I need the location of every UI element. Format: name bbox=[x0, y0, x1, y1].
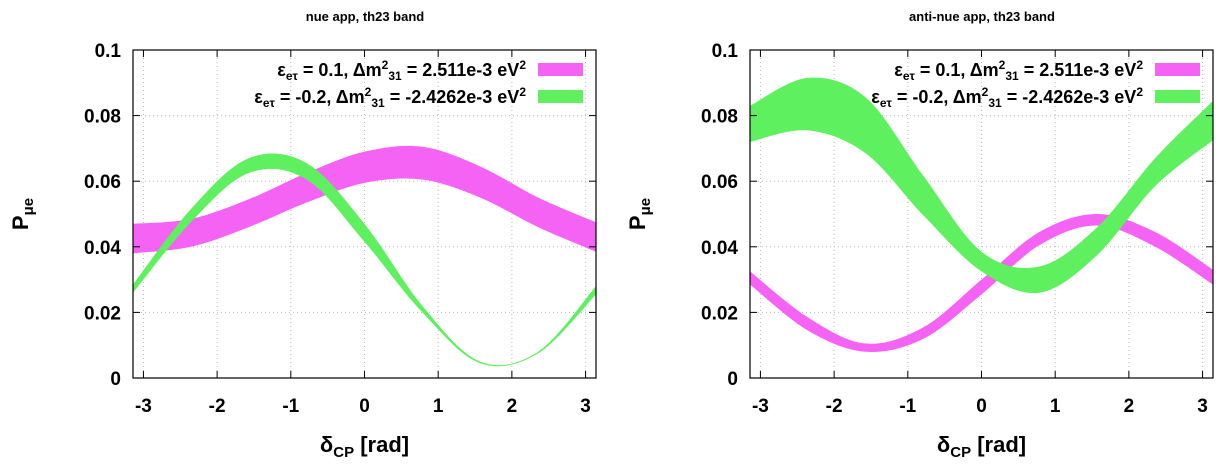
x-tick-label: 3 bbox=[1197, 396, 1208, 417]
band-series-1 bbox=[133, 145, 596, 254]
y-tick-label: 0.02 bbox=[84, 303, 121, 324]
y-tick-label: 0.1 bbox=[95, 41, 122, 62]
y-tick-label: 0.1 bbox=[712, 41, 739, 62]
legend-swatch-2 bbox=[1155, 90, 1200, 103]
bands bbox=[133, 145, 596, 367]
y-tick-label: 0.04 bbox=[84, 238, 121, 259]
x-tick-label: -3 bbox=[135, 396, 152, 417]
x-tick-label: -2 bbox=[826, 396, 843, 417]
x-tick-label: 1 bbox=[1050, 396, 1061, 417]
x-tick-label: 3 bbox=[580, 396, 591, 417]
y-axis-label: Pμe bbox=[625, 198, 654, 230]
legend-swatch-2 bbox=[538, 90, 583, 103]
legend-swatch-1 bbox=[1155, 63, 1200, 76]
bands bbox=[750, 77, 1213, 352]
x-axis-label: δCP [rad] bbox=[937, 432, 1026, 461]
legend-label-1: εeτ = 0.1, Δm231 = 2.511e-3 eV2 bbox=[277, 58, 526, 83]
chart-title: anti-nue app, th23 band bbox=[909, 9, 1055, 24]
y-tick-label: 0.08 bbox=[84, 107, 121, 128]
y-tick-label: 0 bbox=[727, 369, 738, 390]
x-tick-label: -1 bbox=[899, 396, 916, 417]
y-tick-label: 0.04 bbox=[701, 238, 738, 259]
legend-label-2: εeτ = -0.2, Δm231 = -2.4262e-3 eV2 bbox=[254, 85, 526, 110]
y-tick-label: 0.02 bbox=[701, 303, 738, 324]
ticks: -3 -2 -1 0 1 2 3 0 0.02 0.04 0.06 0.08 0.1 bbox=[701, 41, 1213, 417]
y-axis-label: Pμe bbox=[8, 198, 37, 230]
x-tick-label: -3 bbox=[752, 396, 769, 417]
y-tick-label: 0 bbox=[110, 369, 121, 390]
band-series-2 bbox=[750, 77, 1213, 294]
x-tick-label: 2 bbox=[1124, 396, 1135, 417]
x-tick-label: -1 bbox=[282, 396, 299, 417]
chart-title: nue app, th23 band bbox=[306, 9, 425, 24]
x-tick-label: 0 bbox=[359, 396, 370, 417]
x-tick-label: 1 bbox=[433, 396, 444, 417]
y-tick-label: 0.06 bbox=[84, 172, 121, 193]
legend-swatch-1 bbox=[538, 63, 583, 76]
x-tick-label: 0 bbox=[976, 396, 987, 417]
y-tick-label: 0.06 bbox=[701, 172, 738, 193]
x-tick-label: -2 bbox=[209, 396, 226, 417]
band-series-1 bbox=[750, 214, 1213, 352]
y-tick-label: 0.08 bbox=[701, 107, 738, 128]
legend-label-2: εeτ = -0.2, Δm231 = -2.4262e-3 eV2 bbox=[871, 85, 1143, 110]
x-axis-label: δCP [rad] bbox=[320, 432, 409, 461]
x-tick-label: 2 bbox=[507, 396, 518, 417]
chart-panel-right: anti-nue app, th23 band -3 -2 -1 0 1 2 3 0 0.02 0.… bbox=[625, 9, 1214, 461]
chart-panel-left: nue app, th23 band -3 -2 -1 0 1 2 3 0 0.02 0.04 0.0… bbox=[8, 9, 597, 461]
legend-label-1: εeτ = 0.1, Δm231 = 2.511e-3 eV2 bbox=[894, 58, 1143, 83]
ticks: -3 -2 -1 0 1 2 3 0 0.02 0.04 0.06 0.08 0.1 bbox=[84, 41, 596, 417]
